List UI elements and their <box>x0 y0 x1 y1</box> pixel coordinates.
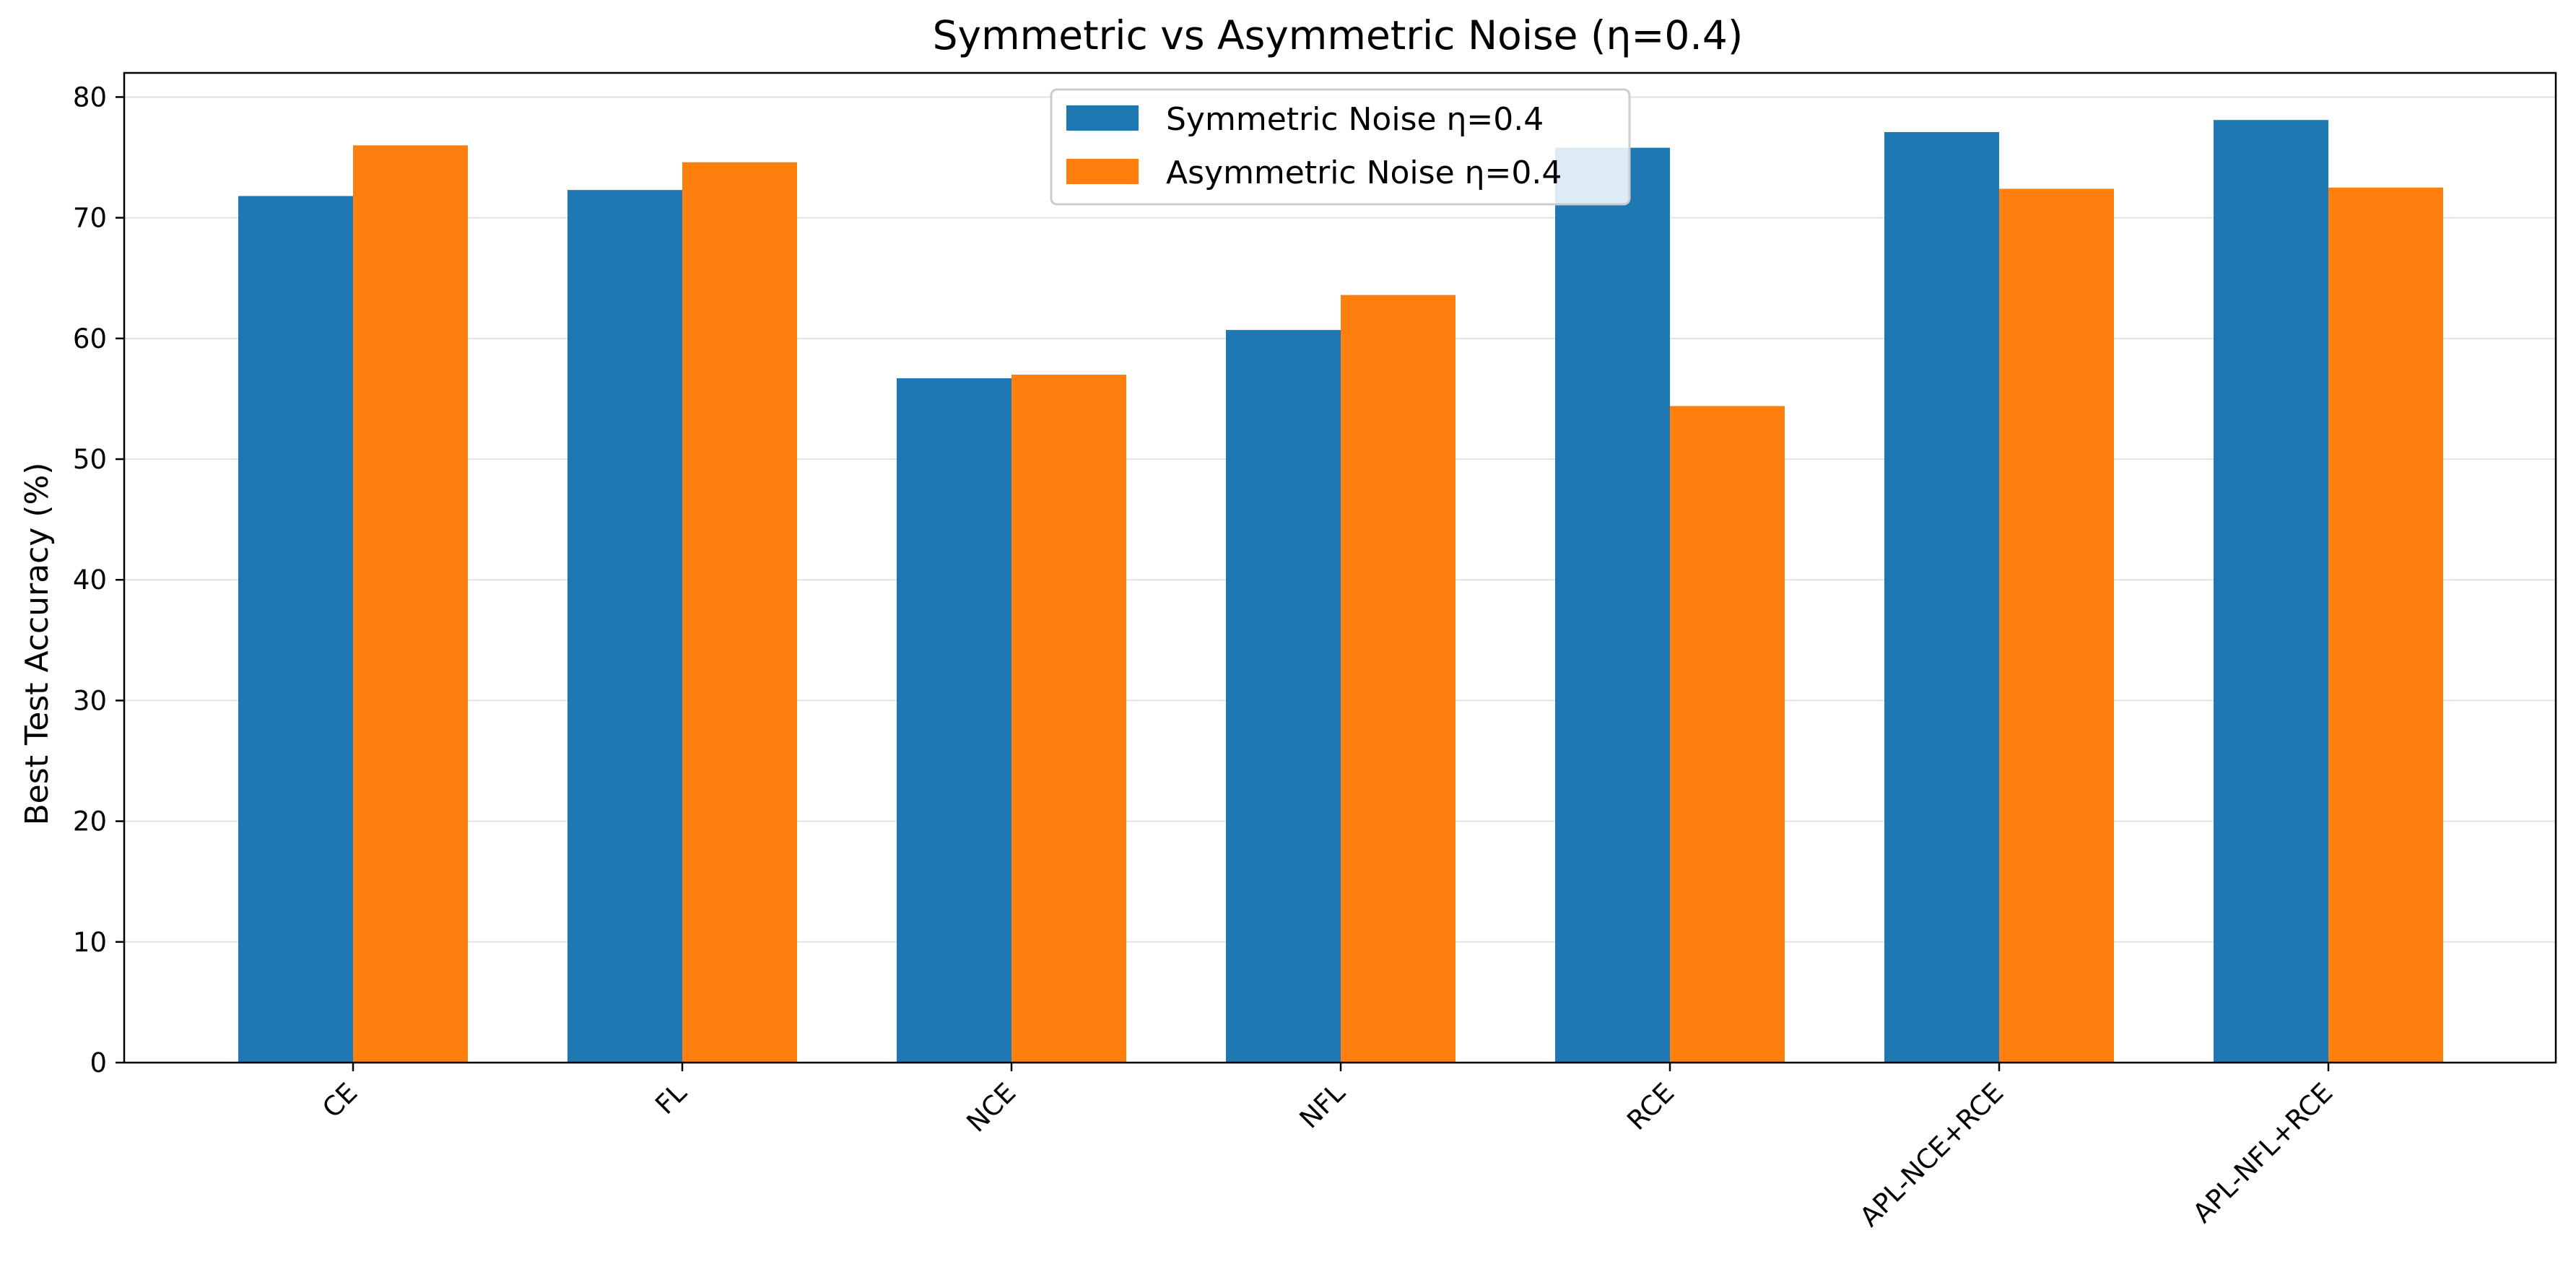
bars <box>238 120 2443 1063</box>
x-tick-label: RCE <box>1621 1077 1680 1136</box>
legend-swatch-asymmetric <box>1066 159 1139 184</box>
y-tick-label: 80 <box>73 82 107 113</box>
bar-asymmetric-apl-nfl-rce <box>2328 187 2443 1063</box>
bar-symmetric-apl-nfl-rce <box>2214 120 2328 1063</box>
x-tick-label: NCE <box>961 1077 1022 1138</box>
x-tick-label: FL <box>649 1077 692 1120</box>
bar-symmetric-nfl <box>1226 330 1341 1063</box>
legend-label-symmetric: Symmetric Noise η=0.4 <box>1166 101 1544 138</box>
bar-symmetric-ce <box>238 196 353 1063</box>
bar-symmetric-rce <box>1555 147 1670 1063</box>
y-tick-label: 0 <box>90 1047 107 1078</box>
x-tick-label: NFL <box>1294 1077 1352 1135</box>
y-tick-label: 60 <box>73 323 107 354</box>
y-tick-label: 70 <box>73 203 107 234</box>
y-tick-label: 20 <box>73 806 107 837</box>
x-tick-label: CE <box>316 1077 363 1124</box>
bar-symmetric-fl <box>567 190 682 1063</box>
bar-asymmetric-fl <box>682 162 797 1063</box>
legend-box <box>1050 88 1631 206</box>
bar-symmetric-apl-nce-rce <box>1884 131 1999 1063</box>
x-tick-label: APL-NCE+RCE <box>1854 1077 2010 1233</box>
bar-asymmetric-nce <box>1011 374 1126 1063</box>
bar-symmetric-nce <box>897 378 1011 1063</box>
bar-asymmetric-rce <box>1670 406 1785 1063</box>
legend-swatch-symmetric <box>1066 105 1139 131</box>
bar-asymmetric-nfl <box>1341 295 1455 1063</box>
y-tick-label: 30 <box>73 685 107 716</box>
chart-title: Symmetric vs Asymmetric Noise (η=0.4) <box>933 12 1744 58</box>
y-tick-label: 50 <box>73 444 107 475</box>
bar-asymmetric-apl-nce-rce <box>1999 188 2114 1063</box>
legend-label-asymmetric: Asymmetric Noise η=0.4 <box>1166 154 1562 191</box>
bar-asymmetric-ce <box>353 145 468 1063</box>
y-tick-label: 10 <box>73 927 107 958</box>
y-tick-label: 40 <box>73 565 107 596</box>
x-tick-label: APL-NFL+RCE <box>2187 1077 2338 1229</box>
y-axis-label: Best Test Accuracy (%) <box>19 462 56 825</box>
legend: Symmetric Noise η=0.4 Asymmetric Noise η… <box>1050 88 1631 206</box>
